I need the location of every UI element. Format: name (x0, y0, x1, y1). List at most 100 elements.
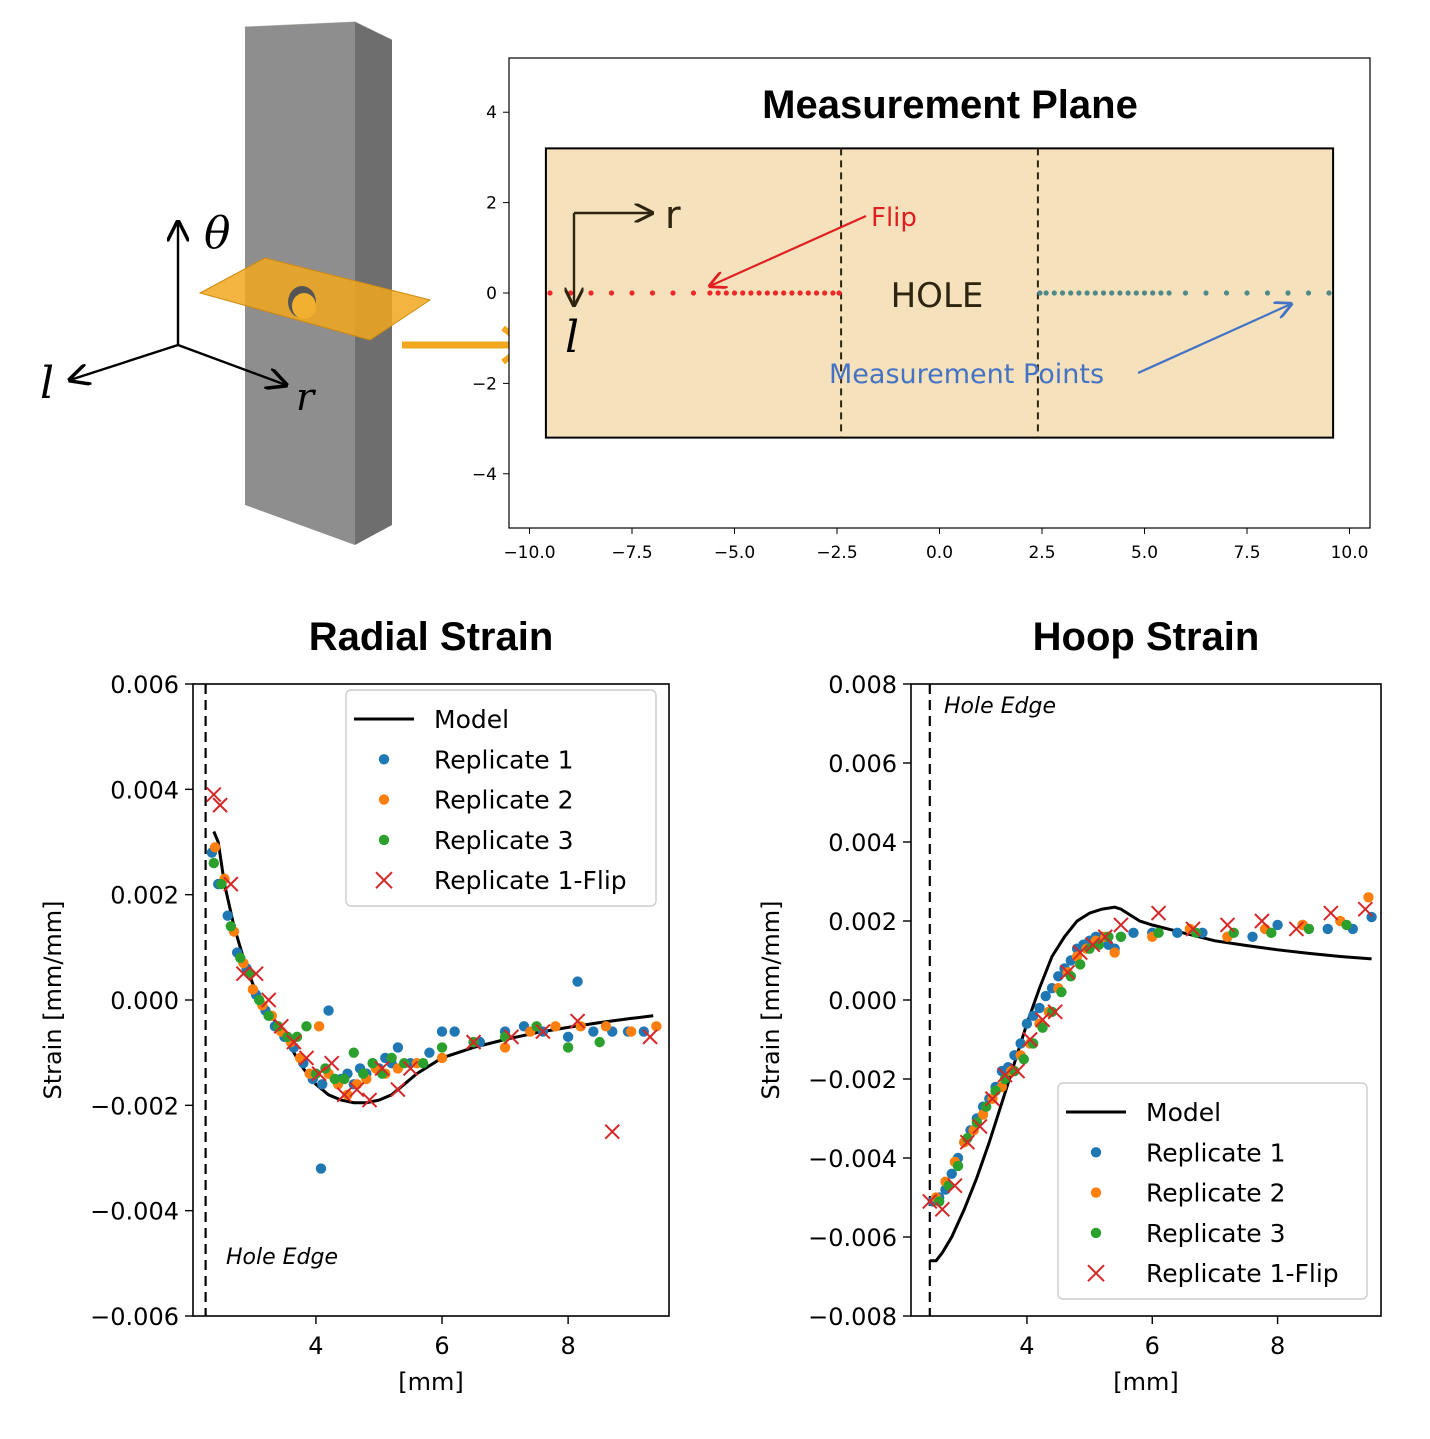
ytick-label: 0.002 (110, 882, 179, 910)
flip-side-point (772, 290, 779, 296)
replicate-1-flip-point (260, 992, 277, 1008)
flip-cross-stroke (1087, 1264, 1105, 1282)
measurement-point (1141, 290, 1148, 296)
legend-flip-swatch (375, 871, 393, 889)
replicate-1-point (1247, 931, 1258, 942)
replicate-1-flip-point (1185, 921, 1201, 937)
flip-cross-stroke (1323, 905, 1339, 921)
measurement-point (1326, 290, 1332, 296)
replicate-1-flip-point (235, 965, 252, 982)
replicate-1-flip-point (1150, 905, 1167, 921)
flip-cross-stroke (604, 1123, 620, 1140)
replicate-1-flip-point (248, 965, 264, 982)
replicate-3-point (367, 1058, 378, 1069)
model-curve (929, 905, 1372, 1263)
replicate-1-flip-point (206, 786, 222, 803)
legend-label: Model (1146, 1098, 1221, 1127)
measurement-point (1223, 290, 1230, 296)
plane-xtick-label: 0.0 (926, 543, 953, 563)
replicate-1-flip-point (323, 1055, 340, 1071)
flip-cross-stroke (997, 1067, 1013, 1083)
replicate-1-flip-point (1254, 913, 1270, 929)
legend-box (345, 689, 657, 907)
replicate-3-point (1266, 927, 1277, 939)
replicate-1-flip-point (984, 1091, 1001, 1107)
replicate-2-point (625, 1026, 637, 1037)
replicate-1-flip-point (286, 1034, 302, 1050)
replicate-3-point (1228, 927, 1239, 939)
plane-ytick-label: 0 (486, 284, 497, 304)
replicate-1-flip-point (1034, 1012, 1051, 1028)
replicate-2-point (342, 1089, 353, 1101)
flip-side-point (805, 290, 811, 296)
legend-flip-swatch (1087, 1264, 1105, 1282)
replicate-1-flip-point (642, 1029, 658, 1045)
replicate-1-flip-point (972, 1118, 988, 1135)
replicate-1-flip-point (997, 1067, 1013, 1083)
replicate-3-point (235, 952, 246, 964)
flip-cross-stroke (323, 1055, 340, 1071)
chart-title: Radial Strain (309, 615, 554, 659)
legend-label: Replicate 1 (434, 745, 574, 774)
measurement-point (1203, 290, 1209, 296)
replicate-1-flip-point (273, 1018, 289, 1035)
measurement-point (1051, 290, 1057, 296)
legend: Model Replicate 1 Replicate 2 Replicate 3 Re… (345, 689, 657, 907)
measurement-point (1305, 290, 1312, 296)
replicate-1-flip-point (298, 1050, 315, 1066)
ytick-label: −0.006 (808, 1224, 897, 1252)
hole-edge-label: Hole Edge (226, 1245, 338, 1270)
flip-side-point (830, 290, 836, 296)
flip-cross-stroke (223, 876, 239, 892)
replicate-1-flip-point (1357, 901, 1374, 917)
plane-ytick-label: 2 (486, 194, 497, 214)
flip-cross-stroke (642, 1029, 658, 1045)
replicate-2-point (575, 1021, 586, 1032)
replicate-1-flip-point (934, 1201, 951, 1218)
flip-cross-stroke (311, 1066, 327, 1082)
flip-cross-stroke (273, 1018, 289, 1035)
flip-cross-stroke (1009, 1063, 1026, 1079)
replicate-1-flip-point (349, 1081, 365, 1098)
flip-cross-stroke (260, 992, 277, 1008)
ytick-label: 0.004 (828, 829, 897, 857)
replicate-3-point (1103, 931, 1114, 942)
replicate-1-point (946, 1168, 957, 1180)
plane-xtick-label: −2.5 (816, 543, 857, 563)
replicate-1-point (436, 1026, 448, 1037)
flip-side-point (797, 290, 803, 296)
replicate-2-point (550, 1021, 561, 1032)
measurement-point (1037, 290, 1043, 296)
replicate-3-point (358, 1068, 369, 1079)
legend-label: Replicate 3 (1146, 1219, 1286, 1248)
theta-axis-label: θ (204, 208, 231, 259)
replicate-1-flip-point (1072, 944, 1088, 961)
measurement-point (1100, 290, 1107, 296)
legend-replicate-2-swatch (1090, 1187, 1102, 1198)
measurement-point (1150, 290, 1156, 296)
replicate-1-flip-point (1059, 964, 1076, 981)
measurement-point (1043, 290, 1049, 296)
flip-cross-stroke (1219, 917, 1236, 933)
flip-cross-stroke (235, 965, 252, 982)
replicate-1-flip-point (390, 1081, 406, 1098)
replicate-1-point (1366, 911, 1377, 923)
specimen-illustration: θ l r (40, 21, 530, 545)
flip-cross-stroke (349, 1081, 365, 1098)
legend-replicate-3-swatch (378, 834, 390, 846)
replicate-1-flip-point (1097, 929, 1113, 945)
ytick-label: 0.006 (828, 750, 897, 778)
l-axis-arrow (70, 343, 179, 380)
flip-cross-stroke (375, 871, 393, 889)
replicate-1-flip-point (1113, 917, 1129, 933)
xtick-label: 6 (434, 1332, 449, 1360)
replicate-1-point (222, 910, 233, 921)
measurement-point (1084, 290, 1090, 296)
legend-box (1057, 1082, 1368, 1300)
replicate-1-flip-point (1323, 905, 1339, 921)
replicate-2-point (247, 984, 259, 995)
replicate-3-point (310, 1068, 322, 1079)
flip-side-point (715, 290, 721, 296)
flip-cross-stroke (286, 1034, 302, 1050)
r-axis-arrow (177, 343, 286, 385)
